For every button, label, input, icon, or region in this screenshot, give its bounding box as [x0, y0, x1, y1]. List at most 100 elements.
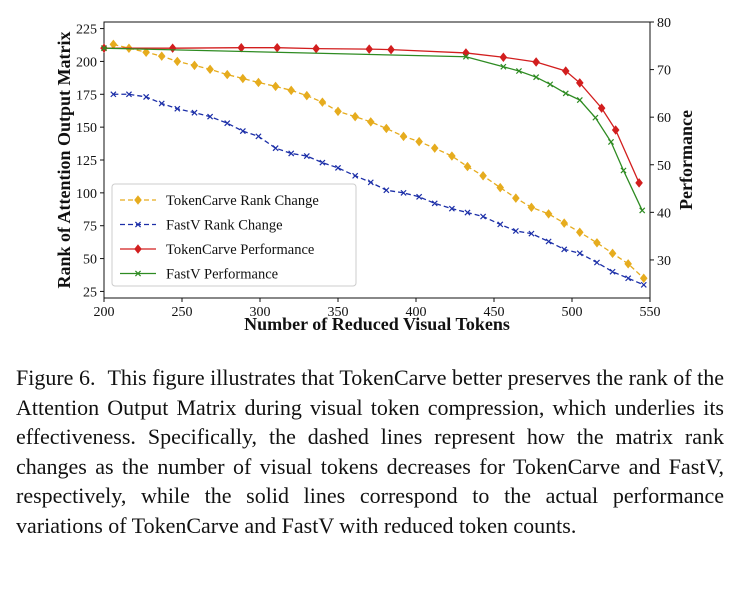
- y-right-tick-label: 30: [657, 254, 671, 269]
- y-tick-label: 200: [76, 55, 97, 70]
- series-3: [100, 42, 643, 188]
- legend-marker: [134, 244, 142, 254]
- x-tick-label: 250: [172, 305, 193, 320]
- data-point: [576, 227, 584, 238]
- data-point: [597, 103, 606, 113]
- y-tick-label: 175: [76, 88, 97, 103]
- x-tick-label: 450: [484, 305, 505, 320]
- y-axis-label-right: Performance: [676, 110, 696, 210]
- chart-legend: TokenCarve Rank Change FastV Rank Change T…: [111, 183, 357, 287]
- legend-marker: [134, 195, 142, 205]
- data-point: [463, 161, 472, 172]
- data-point: [352, 172, 359, 179]
- data-point: [288, 150, 295, 157]
- data-point: [562, 90, 569, 97]
- data-point: [609, 268, 616, 275]
- data-point: [239, 128, 246, 135]
- data-point: [303, 153, 310, 160]
- data-point: [479, 171, 487, 181]
- data-point: [625, 275, 632, 282]
- data-point: [334, 106, 342, 117]
- data-point: [399, 131, 408, 142]
- data-point: [125, 91, 132, 98]
- data-point: [547, 81, 554, 88]
- data-point: [206, 64, 214, 75]
- data-point: [497, 221, 504, 228]
- data-point: [464, 209, 471, 216]
- y-tick-label: 150: [76, 121, 97, 136]
- legend-label: FastV Rank Change: [166, 218, 283, 234]
- legend-marker: [134, 270, 142, 277]
- data-point: [273, 42, 281, 53]
- data-point: [207, 113, 214, 120]
- y-right-tick-label: 80: [657, 16, 671, 31]
- data-point: [448, 205, 455, 212]
- data-point: [334, 164, 342, 171]
- figure-caption: Figure 6. This figure illustrates that To…: [16, 363, 724, 540]
- data-point: [174, 105, 181, 112]
- y-tick-label: 75: [83, 220, 97, 235]
- data-point: [387, 44, 395, 55]
- x-tick-label: 500: [562, 305, 583, 320]
- series-2: [110, 91, 647, 288]
- data-point: [303, 90, 311, 101]
- legend-label: TokenCarve Performance: [166, 242, 314, 258]
- data-point: [515, 67, 522, 75]
- data-point: [635, 178, 643, 188]
- data-point: [593, 238, 601, 248]
- data-point: [544, 209, 553, 219]
- data-point: [400, 189, 407, 196]
- data-point: [576, 97, 583, 104]
- data-point: [237, 42, 246, 53]
- data-point: [224, 120, 231, 127]
- series-4: [100, 45, 646, 214]
- data-point: [560, 218, 568, 228]
- data-point: [512, 193, 520, 203]
- data-point: [383, 187, 390, 194]
- data-point: [382, 123, 391, 134]
- legend-item: FastV Performance: [120, 267, 278, 283]
- x-axis-label: Number of Reduced Visual Tokens: [244, 314, 510, 334]
- data-point: [415, 136, 423, 147]
- y-tick-label: 100: [76, 187, 97, 202]
- data-point: [416, 193, 423, 200]
- legend-item: TokenCarve Performance: [120, 242, 314, 258]
- data-point: [561, 66, 570, 76]
- data-point: [593, 259, 600, 266]
- series-line: [103, 47, 643, 211]
- data-point: [611, 125, 620, 135]
- figure-chart: 200 250 300 350 400 450 500 550 25 50 75 100 125 150…: [54, 16, 696, 334]
- y-right-tick-label: 40: [657, 206, 671, 221]
- data-point: [607, 138, 615, 145]
- data-point: [532, 57, 540, 67]
- data-point: [640, 281, 647, 288]
- y-right-tick-label: 60: [657, 111, 671, 126]
- data-point: [271, 81, 280, 92]
- y-right-tick-label: 70: [657, 64, 671, 79]
- series-line: [113, 93, 645, 286]
- data-point: [254, 77, 263, 88]
- y-tick-label: 125: [76, 154, 97, 169]
- data-point: [100, 45, 108, 52]
- x-tick-label: 300: [250, 305, 271, 320]
- x-tick-label: 200: [94, 305, 115, 320]
- data-point: [608, 248, 617, 259]
- data-point: [143, 93, 150, 100]
- data-point: [366, 117, 375, 127]
- series-line: [104, 47, 640, 184]
- data-point: [168, 43, 177, 53]
- y-tick-label: 225: [76, 23, 97, 38]
- data-point: [158, 100, 165, 107]
- data-point: [480, 213, 487, 220]
- legend-box: [111, 183, 357, 287]
- data-point: [367, 179, 374, 186]
- data-point: [496, 182, 505, 193]
- y-tick-label: 50: [83, 253, 97, 268]
- data-point: [319, 159, 326, 166]
- data-point: [239, 73, 247, 84]
- data-point: [448, 151, 456, 161]
- data-point: [365, 44, 373, 54]
- data-point: [533, 74, 540, 81]
- data-point: [109, 39, 118, 50]
- caption-text: This figure illustrates that TokenCarve …: [16, 365, 724, 538]
